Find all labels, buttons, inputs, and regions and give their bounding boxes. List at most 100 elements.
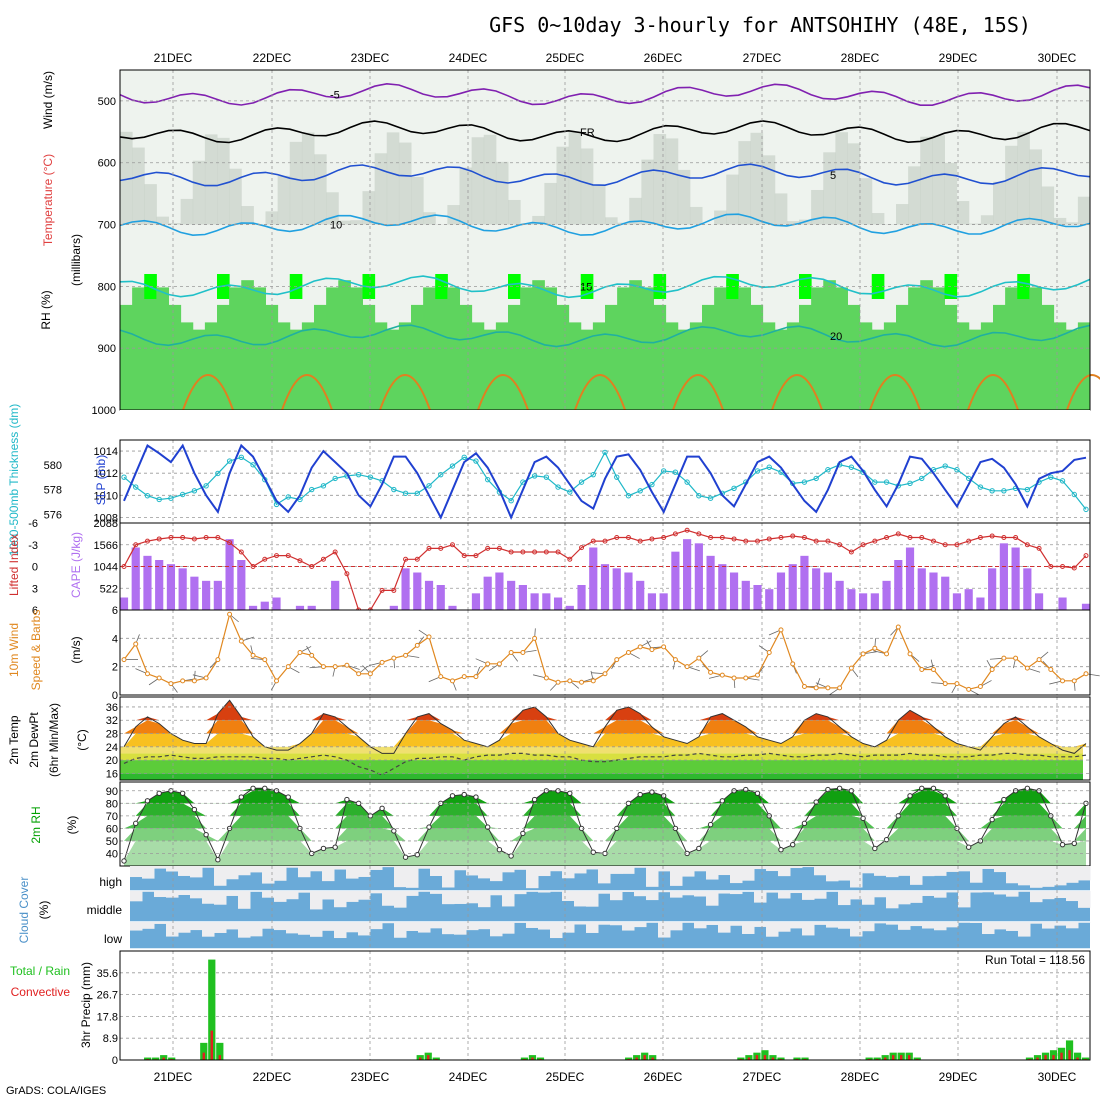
cloud-gap bbox=[706, 866, 719, 880]
thickness-point bbox=[367, 474, 374, 480]
cloud-gap bbox=[562, 891, 575, 901]
cape-bar bbox=[331, 580, 340, 610]
cloud-gap bbox=[226, 891, 239, 896]
thickness-point bbox=[320, 483, 327, 489]
rh-cell bbox=[229, 168, 242, 225]
li-tick: 3 bbox=[32, 583, 38, 595]
thickness-point bbox=[309, 486, 315, 493]
thickness-point bbox=[555, 484, 561, 490]
rh-cell bbox=[908, 287, 921, 410]
cloud-gap bbox=[406, 922, 419, 931]
wind-speed-point bbox=[860, 651, 866, 657]
temp-band bbox=[120, 773, 1083, 780]
wind-speed-point bbox=[977, 684, 983, 689]
rh-fill bbox=[124, 803, 1086, 816]
li-point bbox=[1024, 542, 1030, 548]
li-point bbox=[391, 587, 397, 593]
cape-bar bbox=[518, 585, 527, 610]
convective-bar bbox=[1076, 1057, 1079, 1060]
cape-bar bbox=[542, 593, 551, 610]
rh-cell bbox=[350, 287, 363, 410]
rh-cell bbox=[920, 280, 933, 410]
thickness-point bbox=[121, 474, 127, 480]
cloud-gap bbox=[298, 891, 311, 893]
rh-cell bbox=[932, 135, 945, 225]
thickness-point bbox=[1048, 474, 1054, 480]
cloud-gap bbox=[814, 891, 827, 899]
cloud-gap bbox=[934, 866, 947, 876]
wind-speed-point bbox=[508, 650, 514, 655]
wind-speed-point bbox=[414, 642, 420, 648]
thickness-point bbox=[813, 475, 819, 482]
rh-point bbox=[449, 793, 456, 799]
cloud-gap bbox=[274, 866, 287, 881]
cloud-gap bbox=[922, 891, 935, 896]
rh-cell bbox=[1065, 222, 1079, 225]
wind-speed-point bbox=[1036, 657, 1042, 663]
rh-cell bbox=[180, 322, 194, 410]
rh-cell bbox=[1005, 145, 1018, 225]
cloud-gap bbox=[1078, 922, 1091, 923]
cloud-gap bbox=[934, 922, 947, 931]
precip-tick: 0 bbox=[112, 1055, 118, 1067]
wind-speed-point bbox=[625, 650, 631, 655]
cloud-gap bbox=[502, 922, 515, 934]
li-point bbox=[966, 538, 972, 544]
wind-speed-point bbox=[449, 678, 455, 684]
rh-cell bbox=[629, 280, 642, 410]
convective-bar bbox=[1044, 1055, 1047, 1060]
rh-cell bbox=[714, 287, 727, 410]
rh-cell bbox=[277, 175, 291, 225]
rh-cell bbox=[871, 213, 885, 225]
rh-cell bbox=[204, 134, 218, 225]
cloud-gap bbox=[766, 891, 779, 893]
cloud-gap bbox=[178, 866, 191, 876]
cloud-gap bbox=[586, 922, 599, 933]
cloud-gap bbox=[610, 891, 623, 901]
rh-cell bbox=[544, 182, 557, 225]
wind-speed-point bbox=[543, 675, 549, 681]
cloud-gap bbox=[130, 866, 143, 878]
cloud-gap bbox=[346, 866, 359, 879]
rh-cell bbox=[520, 287, 533, 410]
cloud-gap bbox=[862, 891, 875, 905]
wind-speed-point bbox=[133, 641, 139, 647]
li-tick: -3 bbox=[28, 540, 38, 552]
wind-speed-point bbox=[966, 686, 972, 692]
rh-point bbox=[461, 791, 467, 798]
li-tick: 0 bbox=[32, 562, 38, 574]
temp-tick: 16 bbox=[106, 768, 118, 780]
precip-bar bbox=[152, 1057, 160, 1060]
rh-cell bbox=[847, 304, 861, 410]
li-point bbox=[755, 538, 761, 544]
cloud-unit-label: (%) bbox=[37, 901, 51, 920]
date-label-bottom: 25DEC bbox=[546, 1070, 585, 1084]
cloud-gap bbox=[358, 866, 371, 877]
li-point bbox=[884, 535, 890, 540]
wind-speed-point bbox=[520, 650, 526, 655]
cloud-label: Cloud Cover bbox=[17, 877, 31, 944]
rh-cell bbox=[689, 322, 703, 410]
slp-tick: 1012 bbox=[94, 468, 118, 480]
rh-cell bbox=[944, 162, 958, 225]
cloud-gap bbox=[838, 891, 851, 906]
rh-point bbox=[801, 820, 808, 827]
convective-bar bbox=[419, 1057, 422, 1060]
precip-bar bbox=[777, 1057, 785, 1060]
cloud-gap bbox=[1018, 922, 1031, 937]
thickness-point bbox=[1024, 486, 1031, 493]
cloud-gap bbox=[514, 891, 527, 895]
li-point bbox=[426, 545, 432, 551]
cape-bar bbox=[225, 539, 234, 610]
cape-label: CAPE (J/kg) bbox=[69, 532, 83, 598]
date-label-top: 23DEC bbox=[351, 51, 390, 65]
rh-cell bbox=[1077, 196, 1091, 225]
cloud-gap bbox=[886, 891, 899, 909]
rh-fill bbox=[124, 840, 1086, 866]
rh-point bbox=[250, 785, 256, 791]
cape-bar bbox=[636, 580, 645, 610]
rh-cell bbox=[411, 304, 424, 410]
wind-speed-point bbox=[907, 651, 913, 657]
thickness-point bbox=[602, 449, 608, 456]
li-point bbox=[133, 542, 139, 548]
